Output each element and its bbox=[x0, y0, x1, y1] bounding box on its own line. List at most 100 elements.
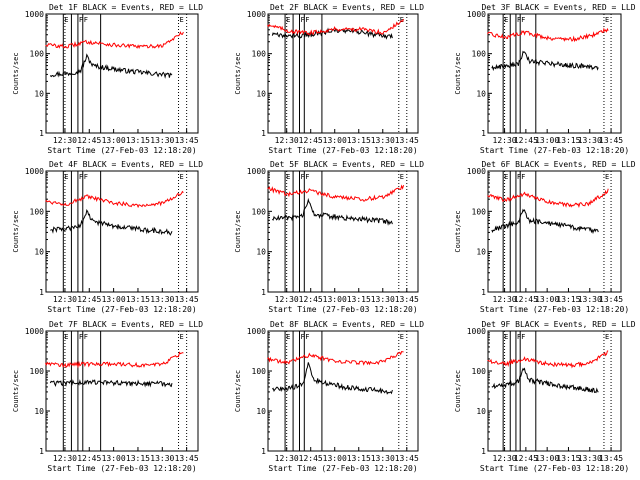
marker-label: E bbox=[180, 173, 184, 181]
series-line-lld bbox=[45, 351, 184, 369]
x-tick-label: 13:45 bbox=[175, 136, 199, 145]
x-tick-label: 12:30 bbox=[275, 136, 299, 145]
x-tick-label: 12:45 bbox=[299, 136, 323, 145]
marker-label: E bbox=[286, 333, 290, 341]
subplot-det-1: Det 1F BLACK = Events, RED = LLD 1 10 100 10… bbox=[12, 3, 203, 155]
x-tick-label: 12:30 bbox=[275, 454, 299, 463]
x-axis-label: Start Time (27-Feb-03 12:18:20) bbox=[268, 146, 417, 155]
series-line-lld bbox=[267, 351, 404, 366]
marker-label: E bbox=[504, 16, 508, 24]
x-axis-label: Start Time (27-Feb-03 12:18:20) bbox=[480, 146, 629, 155]
x-tick-label: 12:30 bbox=[493, 136, 517, 145]
series-line-lld bbox=[487, 350, 609, 369]
series-line-lld bbox=[267, 184, 405, 202]
subplot-title: Det 9F BLACK = Events, RED = LLD bbox=[481, 320, 635, 329]
x-tick-label: 13:30 bbox=[578, 136, 602, 145]
marker-label: F bbox=[305, 173, 309, 181]
marker-label: F bbox=[521, 16, 525, 24]
x-tick-label: 12:30 bbox=[275, 295, 299, 304]
x-tick-label: 13:45 bbox=[175, 295, 199, 304]
y-tick-label: 100 bbox=[472, 207, 487, 216]
subplot-title: Det 8F BLACK = Events, RED = LLD bbox=[270, 320, 424, 329]
marker-label: F bbox=[517, 173, 521, 181]
marker-label: F bbox=[305, 333, 309, 341]
x-tick-label: 13:45 bbox=[599, 295, 623, 304]
y-tick-label: 10 bbox=[476, 89, 486, 98]
plot-frame bbox=[267, 330, 419, 452]
plot-frame bbox=[487, 170, 622, 293]
x-tick-label: 13:30 bbox=[371, 295, 395, 304]
marker-label: E bbox=[400, 16, 404, 24]
y-tick-label: 10 bbox=[34, 407, 44, 416]
x-tick-label: 13:15 bbox=[556, 454, 580, 463]
x-tick-label: 13:45 bbox=[395, 454, 419, 463]
y-tick-label: 100 bbox=[252, 50, 267, 59]
marker-label: E bbox=[64, 333, 68, 341]
x-axis-label: Start Time (27-Feb-03 12:18:20) bbox=[47, 146, 196, 155]
marker-label: E bbox=[504, 333, 508, 341]
series-line-events bbox=[50, 209, 173, 236]
subplot-title: Det 3F BLACK = Events, RED = LLD bbox=[481, 3, 635, 12]
marker-label: F bbox=[79, 333, 83, 341]
x-tick-label: 13:15 bbox=[347, 295, 371, 304]
y-axis-label: Counts/sec bbox=[12, 52, 20, 94]
marker-label: F bbox=[79, 173, 83, 181]
y-tick-label: 10 bbox=[34, 89, 44, 98]
y-tick-label: 1000 bbox=[247, 167, 266, 176]
x-tick-label: 13:00 bbox=[535, 136, 559, 145]
marker-label: E bbox=[605, 173, 609, 181]
series-line-lld bbox=[45, 190, 184, 209]
marker-label: E bbox=[64, 173, 68, 181]
subplot-det-4: Det 4F BLACK = Events, RED = LLD 1 10 100 10… bbox=[12, 160, 203, 314]
x-tick-label: 12:45 bbox=[299, 454, 323, 463]
marker-label: F bbox=[305, 16, 309, 24]
marker-label: E bbox=[504, 173, 508, 181]
series-line-events bbox=[49, 379, 173, 388]
x-tick-label: 13:00 bbox=[535, 454, 559, 463]
x-tick-label: 13:30 bbox=[578, 454, 602, 463]
y-tick-label: 100 bbox=[472, 367, 487, 376]
y-tick-label: 1 bbox=[481, 129, 486, 138]
x-tick-label: 13:15 bbox=[347, 454, 371, 463]
y-axis-label: Counts/sec bbox=[234, 52, 242, 94]
y-tick-label: 1000 bbox=[247, 10, 266, 19]
x-axis-label: Start Time (27-Feb-03 12:18:20) bbox=[268, 305, 417, 314]
y-tick-label: 1 bbox=[39, 129, 44, 138]
x-tick-label: 13:15 bbox=[556, 295, 580, 304]
subplot-det-7: Det 7F BLACK = Events, RED = LLD 1 10 100 10… bbox=[12, 320, 203, 473]
marker-label: E bbox=[605, 16, 609, 24]
x-tick-label: 13:30 bbox=[150, 136, 174, 145]
marker-label: F bbox=[521, 333, 525, 341]
y-tick-label: 1000 bbox=[25, 167, 44, 176]
x-tick-label: 12:45 bbox=[514, 454, 538, 463]
x-tick-label: 13:00 bbox=[323, 454, 347, 463]
marker-label: F bbox=[79, 16, 83, 24]
x-tick-label: 12:45 bbox=[77, 454, 101, 463]
y-axis-label: Counts/sec bbox=[234, 370, 242, 412]
y-tick-label: 100 bbox=[252, 207, 267, 216]
marker-label: E bbox=[180, 333, 184, 341]
y-tick-label: 100 bbox=[30, 207, 45, 216]
x-tick-label: 12:45 bbox=[514, 295, 538, 304]
y-tick-label: 10 bbox=[256, 407, 266, 416]
y-tick-label: 1000 bbox=[467, 10, 486, 19]
plot-frame bbox=[267, 170, 419, 293]
x-tick-label: 12:45 bbox=[77, 136, 101, 145]
subplot-det-3: Det 3F BLACK = Events, RED = LLD 1 10 100 10… bbox=[454, 3, 636, 155]
y-axis-label: Counts/sec bbox=[234, 210, 242, 252]
series-line-lld bbox=[267, 18, 405, 36]
x-tick-label: 13:00 bbox=[102, 136, 126, 145]
series-line-events bbox=[491, 208, 599, 235]
subplot-det-9: Det 9F BLACK = Events, RED = LLD 1 10 100 10… bbox=[454, 320, 636, 473]
x-tick-label: 13:30 bbox=[150, 295, 174, 304]
subplot-det-6: Det 6F BLACK = Events, RED = LLD 1 10 100 10… bbox=[454, 160, 636, 314]
x-tick-label: 13:30 bbox=[150, 454, 174, 463]
y-tick-label: 1000 bbox=[467, 327, 486, 336]
x-tick-label: 12:30 bbox=[53, 295, 77, 304]
y-tick-label: 1 bbox=[481, 288, 486, 297]
x-tick-label: 13:30 bbox=[371, 136, 395, 145]
subplot-title: Det 2F BLACK = Events, RED = LLD bbox=[270, 3, 424, 12]
x-axis-label: Start Time (27-Feb-03 12:18:20) bbox=[47, 305, 196, 314]
x-tick-label: 12:30 bbox=[493, 454, 517, 463]
